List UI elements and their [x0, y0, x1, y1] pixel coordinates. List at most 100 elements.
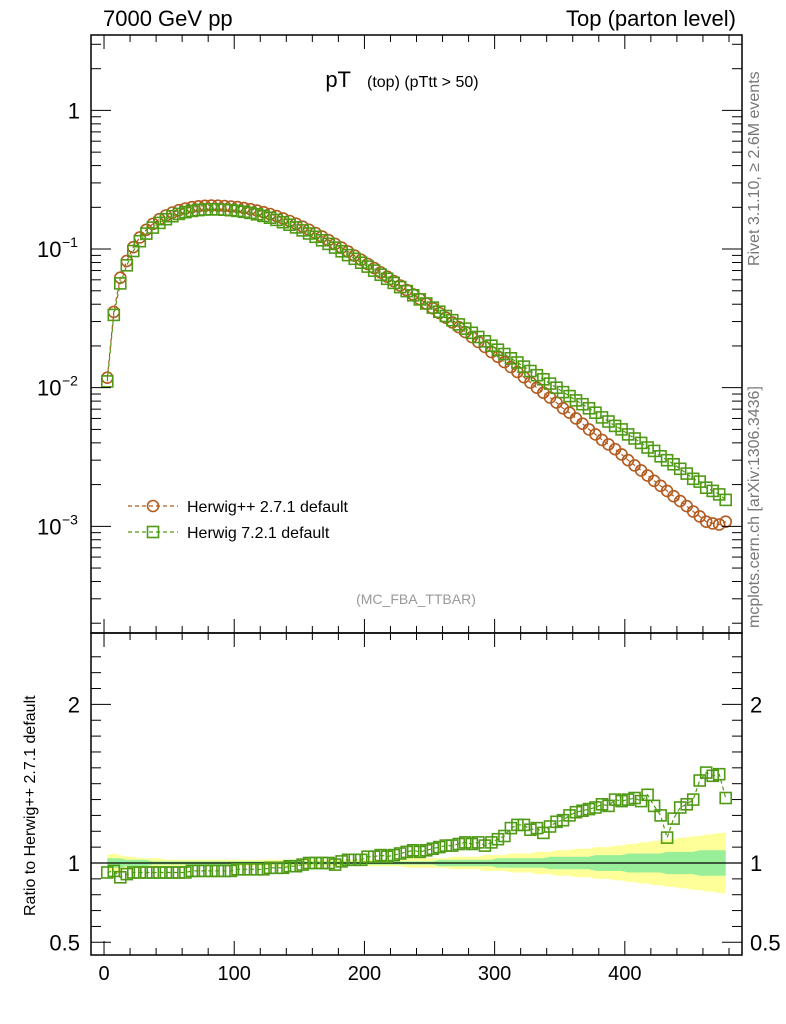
- data-point-herwigpp: [719, 515, 733, 529]
- ratio-point-herwig7: [348, 853, 362, 867]
- y-tick-label-base: 10: [37, 376, 61, 401]
- data-point-herwig7: [322, 237, 335, 251]
- data-point-herwig7: [641, 441, 654, 454]
- ratio-point-herwig7: [445, 839, 459, 852]
- ratio-point-herwig7: [192, 864, 205, 878]
- data-point-herwig7: [211, 203, 225, 216]
- ratio-point-herwig7: [426, 842, 440, 856]
- data-point-herwig7: [309, 230, 322, 244]
- ratio-point-herwig7: [419, 843, 433, 857]
- data-point-herwig7: [556, 385, 570, 399]
- ratio-y-tick-label-right: 0.5: [750, 930, 781, 955]
- data-point-herwig7: [576, 397, 589, 411]
- data-point-herwig7: [498, 347, 511, 361]
- data-point-herwig7: [465, 326, 479, 340]
- data-point-herwig7: [686, 472, 700, 486]
- data-point-herwig7: [361, 260, 375, 273]
- data-point-herwig7: [471, 330, 485, 344]
- data-point-herwigpp: [302, 223, 316, 237]
- ratio-point-herwig7: [667, 812, 680, 825]
- ratio-point-herwig7: [309, 856, 322, 870]
- ratio-point-herwig7: [380, 850, 394, 864]
- ratio-point-herwig7: [595, 797, 609, 811]
- ratio-point-herwig7: [602, 799, 615, 813]
- data-point-herwig7: [524, 364, 537, 378]
- data-point-herwig7: [166, 209, 179, 223]
- ratio-point-herwig7: [465, 837, 479, 851]
- data-point-herwig7: [654, 449, 667, 463]
- data-point-herwig7: [537, 372, 550, 386]
- ratio-point-herwig7: [471, 836, 485, 849]
- y-tick-label-exponent: −2: [62, 373, 78, 389]
- ratio-point-herwig7: [511, 818, 524, 832]
- plot-title-sub: (top) (pTtt > 50): [367, 74, 479, 91]
- legend-label-herwig7: Herwig 7.2.1 default: [187, 525, 330, 542]
- ratio-point-herwig7: [673, 801, 687, 814]
- data-point-herwig7: [439, 309, 453, 323]
- data-point-herwig7: [393, 280, 407, 294]
- data-point-herwig7: [511, 356, 524, 369]
- data-point-herwig7: [114, 277, 127, 290]
- data-point-herwig7: [133, 234, 147, 248]
- ratio-point-herwig7: [608, 793, 622, 806]
- data-point-herwig7: [179, 205, 192, 219]
- ratio-point-herwig7: [485, 836, 498, 849]
- data-point-herwig7: [185, 204, 199, 218]
- ratio-point-herwig7: [367, 850, 381, 864]
- x-tick-label: 300: [478, 963, 511, 985]
- ratio-point-herwig7: [615, 794, 628, 808]
- ratio-point-herwig7: [660, 831, 674, 844]
- ratio-point-herwig7: [127, 866, 140, 879]
- ratio-point-herwig7: [654, 809, 667, 822]
- main-plot-frame: [90, 34, 743, 634]
- series-line-0: [106, 204, 726, 526]
- ratio-point-herwig7: [452, 837, 466, 851]
- data-point-herwig7: [530, 368, 544, 382]
- ratio-point-herwig7: [107, 864, 121, 878]
- ratio-point-herwig7: [537, 826, 550, 840]
- ratio-point-herwig7: [140, 866, 153, 879]
- data-point-herwig7: [478, 334, 492, 348]
- data-point-herwig7: [699, 481, 713, 495]
- ratio-point-herwig7: [589, 801, 602, 814]
- ratio-point-herwig7: [550, 815, 563, 829]
- x-tick-label: 400: [608, 963, 641, 985]
- data-point-herwig7: [406, 288, 420, 302]
- data-point-herwig7: [380, 272, 394, 286]
- data-point-herwig7: [419, 297, 433, 310]
- ratio-point-herwig7: [211, 864, 225, 878]
- data-point-herwig7: [426, 301, 440, 314]
- ratio-point-herwig7: [413, 845, 427, 859]
- data-point-herwigpp: [133, 231, 147, 244]
- data-point-herwig7: [302, 227, 316, 240]
- ratio-point-herwig7: [244, 862, 257, 876]
- data-point-herwig7: [517, 360, 531, 373]
- ratio-point-herwig7: [218, 864, 231, 878]
- x-tick-label: 100: [218, 963, 251, 985]
- ratio-point-herwig7: [283, 859, 296, 873]
- ratio-point-herwig7: [498, 829, 511, 843]
- data-point-herwig7: [413, 293, 427, 306]
- data-point-herwig7: [153, 216, 166, 230]
- header-energy-label: 7000 GeV pp: [103, 6, 233, 31]
- ratio-point-herwig7: [153, 866, 166, 879]
- ratio-point-herwig7: [276, 861, 290, 875]
- ratio-point-herwig7: [198, 864, 212, 878]
- data-point-herwig7: [719, 493, 733, 507]
- data-point-herwig7: [589, 406, 602, 420]
- ratio-point-herwig7: [686, 793, 700, 806]
- plot-title-main: pT: [325, 67, 351, 92]
- ratio-point-herwig7: [706, 769, 720, 783]
- ratio-point-herwig7: [576, 804, 589, 818]
- ratio-point-herwig7: [335, 855, 348, 868]
- ratio-point-herwig7: [263, 861, 277, 875]
- data-point-herwig7: [445, 313, 459, 327]
- ratio-point-herwig7: [133, 866, 147, 879]
- ratio-point-herwig7: [406, 843, 420, 857]
- ratio-point-herwig7: [341, 853, 355, 867]
- ratio-point-herwig7: [296, 858, 309, 871]
- ratio-point-herwig7: [172, 866, 186, 879]
- legend-label-herwigpp: Herwig++ 2.7.1 default: [187, 499, 349, 516]
